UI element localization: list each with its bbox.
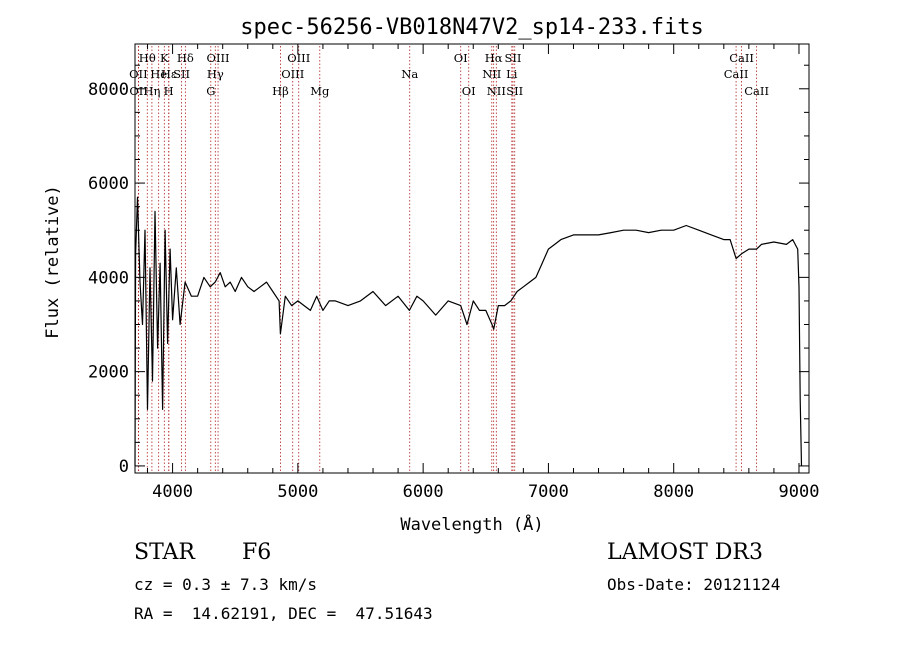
line-marker-label-19: OI (462, 84, 476, 98)
object-subclass: F6 (242, 540, 272, 565)
line-marker-label-18: OI (454, 51, 468, 65)
redshift-velocity: cz = 0.3 ± 7.3 km/s (134, 575, 318, 594)
line-marker-label-12: G (206, 84, 215, 98)
line-marker-label-22: NII (482, 67, 501, 81)
line-marker-label-21: SII (504, 51, 521, 65)
x-tick-label-2: 6000 (403, 482, 444, 502)
observation-date: Obs-Date: 20121124 (607, 575, 781, 594)
y-axis-label: Flux (relative) (43, 185, 63, 339)
line-marker-label-1: OII (129, 67, 148, 81)
line-marker-label-14: OIII (287, 51, 310, 65)
x-tick-label-0: 4000 (152, 482, 193, 502)
chart-title: spec-56256-VB018N47V2_sp14-233.fits (240, 15, 704, 40)
line-marker-label-7: Hε (161, 67, 177, 81)
line-marker-label-20: Hα (485, 51, 503, 65)
y-tick-label-3: 6000 (88, 174, 129, 194)
coordinates: RA = 14.62191, DEC = 47.51643 (134, 604, 433, 623)
line-marker-label-17: Na (401, 67, 418, 81)
object-class: STAR (134, 540, 195, 565)
line-marker-label-5: K (160, 51, 169, 65)
y-tick-label-1: 2000 (88, 363, 129, 383)
plot-frame (134, 43, 810, 474)
x-axis-label: Wavelength (Å) (400, 513, 543, 535)
series-layer (134, 196, 803, 466)
line-marker-label-6: H (164, 84, 174, 98)
line-marker-label-0: Hθ (139, 51, 156, 65)
line-marker-label-25: SII (506, 84, 523, 98)
y-tick-label-2: 4000 (88, 268, 129, 288)
line-marker-label-26: CaII (729, 51, 754, 65)
line-marker-label-13: Hβ (272, 84, 289, 98)
line-marker-label-8: Hδ (177, 51, 194, 65)
line-marker-label-27: CaII (724, 67, 749, 81)
line-marker-label-15: OIII (281, 67, 304, 81)
line-markers-layer (137, 46, 758, 472)
x-tick-label-3: 7000 (528, 482, 569, 502)
line-marker-label-23: Li (506, 67, 518, 81)
line-marker-label-16: Mg (310, 84, 330, 98)
survey-label: LAMOST DR3 (607, 540, 763, 565)
line-marker-label-2: OII (129, 84, 148, 98)
line-marker-label-4: Hη (143, 84, 160, 98)
x-tick-label-5: 9000 (779, 482, 820, 502)
spectrum-series-0 (134, 196, 803, 466)
x-tick-label-4: 8000 (653, 482, 694, 502)
line-marker-label-3: He (150, 67, 167, 81)
y-tick-label-4: 8000 (88, 80, 129, 100)
y-tick-label-0: 0 (119, 457, 129, 477)
x-tick-label-1: 5000 (277, 482, 318, 502)
line-marker-label-24: NII (487, 84, 506, 98)
line-marker-label-10: OIII (207, 51, 230, 65)
line-marker-label-9: SII (173, 67, 190, 81)
line-marker-label-11: Hγ (207, 67, 224, 81)
line-marker-label-28: CaII (744, 84, 769, 98)
axis-ticks-layer: 4000 5000 6000 7000 8000 9000 0 2000 4000 6000 800… (88, 44, 819, 502)
